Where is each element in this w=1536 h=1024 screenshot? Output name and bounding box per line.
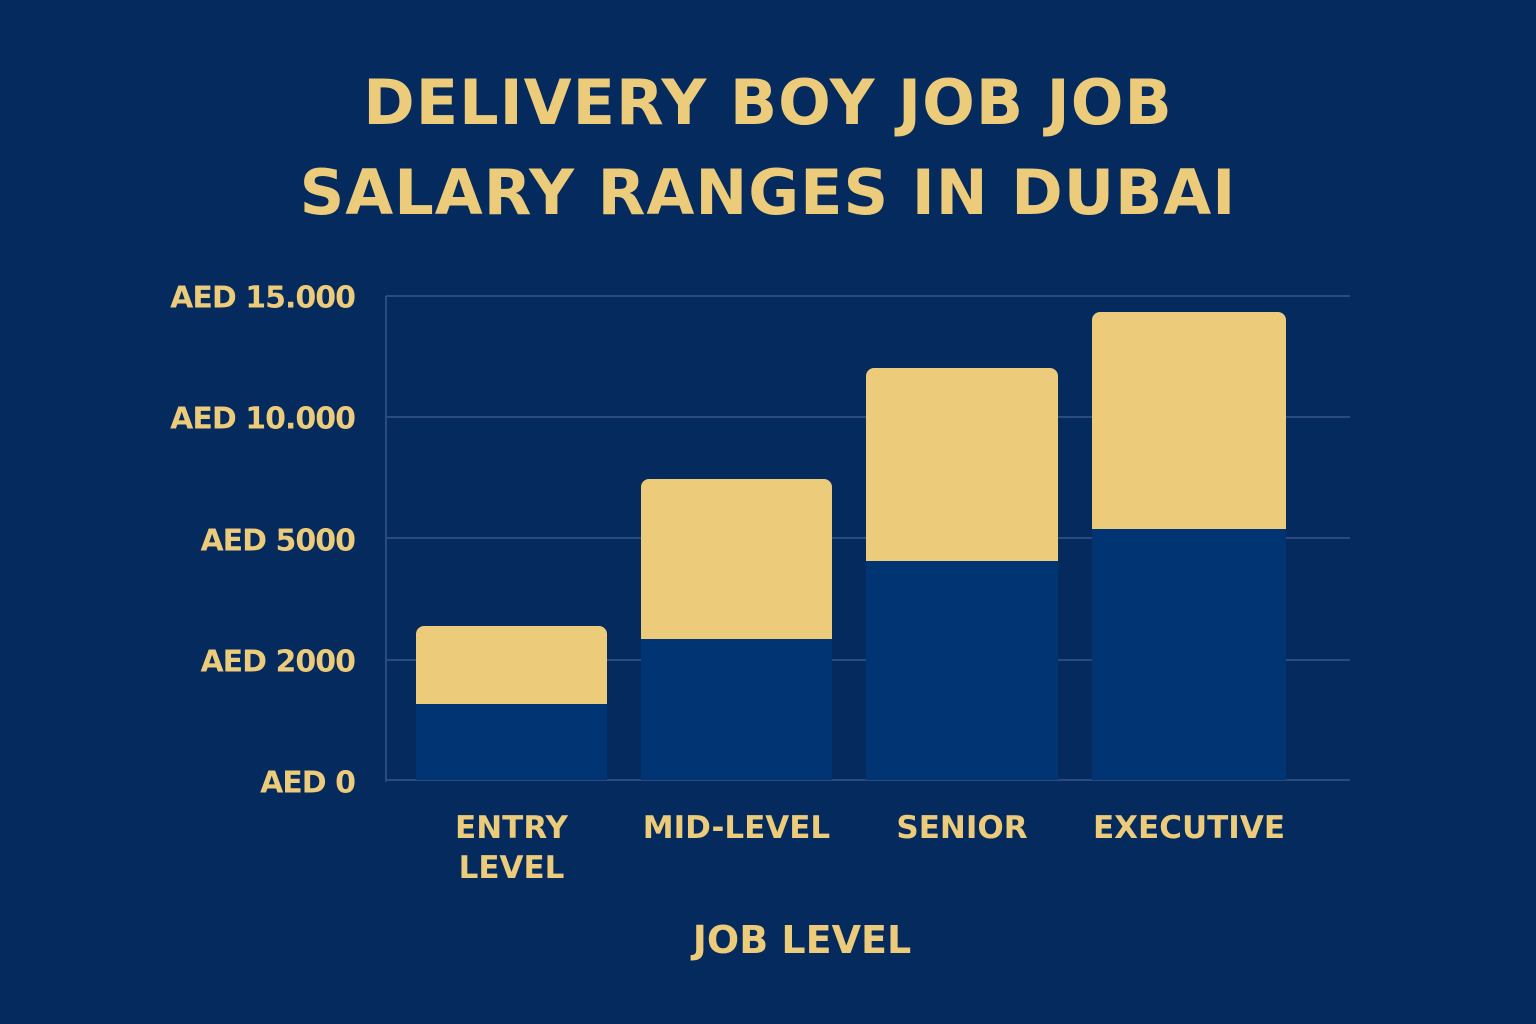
bar-senior [866,368,1058,780]
bar-entry-max-segment [416,626,607,704]
bar-executive-min-segment [1092,529,1286,780]
x-label-senior: SENIOR [896,810,1028,846]
y-tick-15000: AED 15.000 [170,280,356,316]
chart-title-line-2: SALARY RANGES IN DUBAI [299,156,1237,229]
bar-executive [1092,312,1286,780]
bar-senior-max-segment [866,368,1058,561]
bar-entry-level [416,626,607,780]
bar-entry-min-segment [416,704,607,780]
y-tick-2000: AED 2000 [200,644,356,680]
bar-mid-level [641,479,832,780]
x-axis-title: JOB LEVEL [692,918,912,962]
x-label-entry-level: ENTRY LEVEL [455,810,568,886]
y-tick-10000: AED 10.000 [170,401,356,437]
bar-senior-min-segment [866,561,1058,780]
chart-title-line-1: DELIVERY BOY JOB JOB [363,66,1173,139]
gridline-0 [386,779,1350,781]
y-tick-5000: AED 5000 [200,523,356,559]
y-axis-line [385,296,387,782]
bar-executive-max-segment [1092,312,1286,529]
gridline-15000 [386,295,1350,297]
bar-mid-min-segment [641,639,832,780]
y-tick-0: AED 0 [260,765,356,801]
x-label-executive: EXECUTIVE [1092,810,1286,846]
bar-mid-max-segment [641,479,832,639]
x-label-mid-level: MID-LEVEL [642,810,831,846]
